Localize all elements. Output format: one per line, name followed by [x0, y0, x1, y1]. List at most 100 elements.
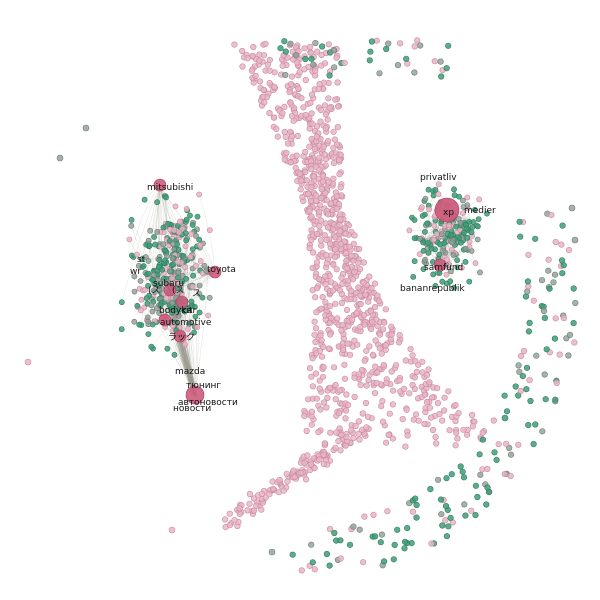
graph-node: [226, 510, 233, 517]
graph-node: [351, 393, 358, 401]
graph-node: [452, 442, 459, 449]
graph-node: [393, 362, 400, 369]
graph-node: [320, 399, 328, 406]
graph-node: [187, 319, 194, 326]
graph-node: [318, 337, 325, 344]
graph-node: [435, 191, 442, 198]
graph-node: [160, 279, 167, 286]
graph-node: [160, 241, 167, 248]
graph-node: [404, 432, 411, 439]
graph-node: [183, 205, 190, 212]
graph-node: [277, 45, 284, 52]
graph-node: [519, 373, 526, 380]
graph-node: [246, 490, 253, 498]
graph-node: [361, 513, 368, 520]
graph-node: [260, 52, 268, 59]
graph-node: [572, 299, 579, 307]
graph-node: [367, 308, 374, 315]
graph-node: [434, 385, 441, 392]
graph-node: [260, 86, 267, 93]
graph-node: [516, 218, 523, 225]
graph-node: [326, 72, 333, 79]
graph-node: [332, 381, 339, 389]
graph-node: [512, 383, 519, 390]
graph-node: [337, 216, 344, 223]
graph-node: [231, 41, 238, 48]
graph-node: [396, 332, 403, 339]
graph-node: [333, 266, 340, 273]
graph-node: [401, 545, 408, 552]
graph-node: [323, 260, 330, 267]
graph-node: [552, 238, 559, 246]
graph-node: [421, 420, 428, 428]
graph-node: [183, 216, 190, 223]
graph-node: [543, 346, 550, 353]
graph-node: [323, 197, 330, 204]
graph-node: [248, 67, 255, 74]
graph-node: [348, 427, 355, 434]
graph-node: [409, 352, 416, 359]
graph-node: [169, 322, 176, 329]
graph-node: [474, 236, 481, 243]
graph-node: [258, 490, 266, 498]
graph-node: [246, 500, 253, 507]
graph-node: [445, 523, 452, 530]
graph-node: [388, 331, 395, 338]
graph-node: [376, 345, 383, 352]
graph-node: [457, 463, 464, 470]
graph-node: [253, 502, 260, 509]
graph-node: [556, 351, 563, 358]
graph-node: [471, 206, 478, 213]
graph-node: [162, 257, 168, 264]
graph-node: [320, 343, 327, 351]
graph-node: [282, 71, 289, 79]
graph-node: [463, 225, 470, 232]
graph-node: [372, 337, 379, 344]
graph-node: [307, 49, 314, 56]
graph-node: [266, 56, 273, 64]
graph-node: [383, 379, 390, 387]
graph-node: [348, 287, 355, 295]
graph-node: [432, 186, 439, 193]
graph-node: [318, 242, 325, 249]
graph-node: [309, 383, 317, 390]
node-label-mazda: mazda: [175, 367, 205, 377]
graph-node: [568, 204, 576, 212]
graph-node: [559, 222, 566, 229]
graph-node: [403, 55, 410, 62]
graph-node: [137, 278, 144, 284]
graph-node: [365, 298, 372, 305]
graph-edge: [131, 219, 166, 321]
graph-node: [381, 558, 388, 565]
graph-node: [322, 273, 329, 280]
graph-node: [324, 116, 331, 123]
node-label-cjk-2: (ス: [172, 286, 185, 296]
graph-node: [381, 319, 388, 326]
graph-node: [462, 245, 469, 252]
graph-node: [155, 263, 162, 270]
graph-node: [409, 508, 417, 515]
graph-node: [384, 508, 391, 515]
graph-node: [470, 219, 477, 225]
graph-node: [460, 426, 467, 433]
graph-node: [364, 413, 372, 420]
graph-node: [411, 69, 418, 76]
graph-node: [411, 374, 418, 381]
graph-node: [337, 447, 344, 454]
graph-node: [319, 178, 327, 185]
graph-node: [258, 506, 265, 513]
graph-node: [171, 351, 178, 358]
graph-node: [357, 292, 364, 299]
graph-node: [341, 59, 348, 67]
graph-node: [338, 431, 345, 439]
graph-node: [280, 487, 287, 494]
node-label-xp: xp: [443, 208, 454, 218]
graph-node: [287, 159, 294, 166]
graph-edge: [185, 233, 196, 396]
graph-node: [415, 417, 422, 424]
graph-node: [193, 262, 199, 269]
graph-node: [334, 123, 341, 131]
graph-node: [371, 390, 379, 397]
graph-node: [358, 367, 366, 374]
graph-node: [295, 85, 302, 92]
